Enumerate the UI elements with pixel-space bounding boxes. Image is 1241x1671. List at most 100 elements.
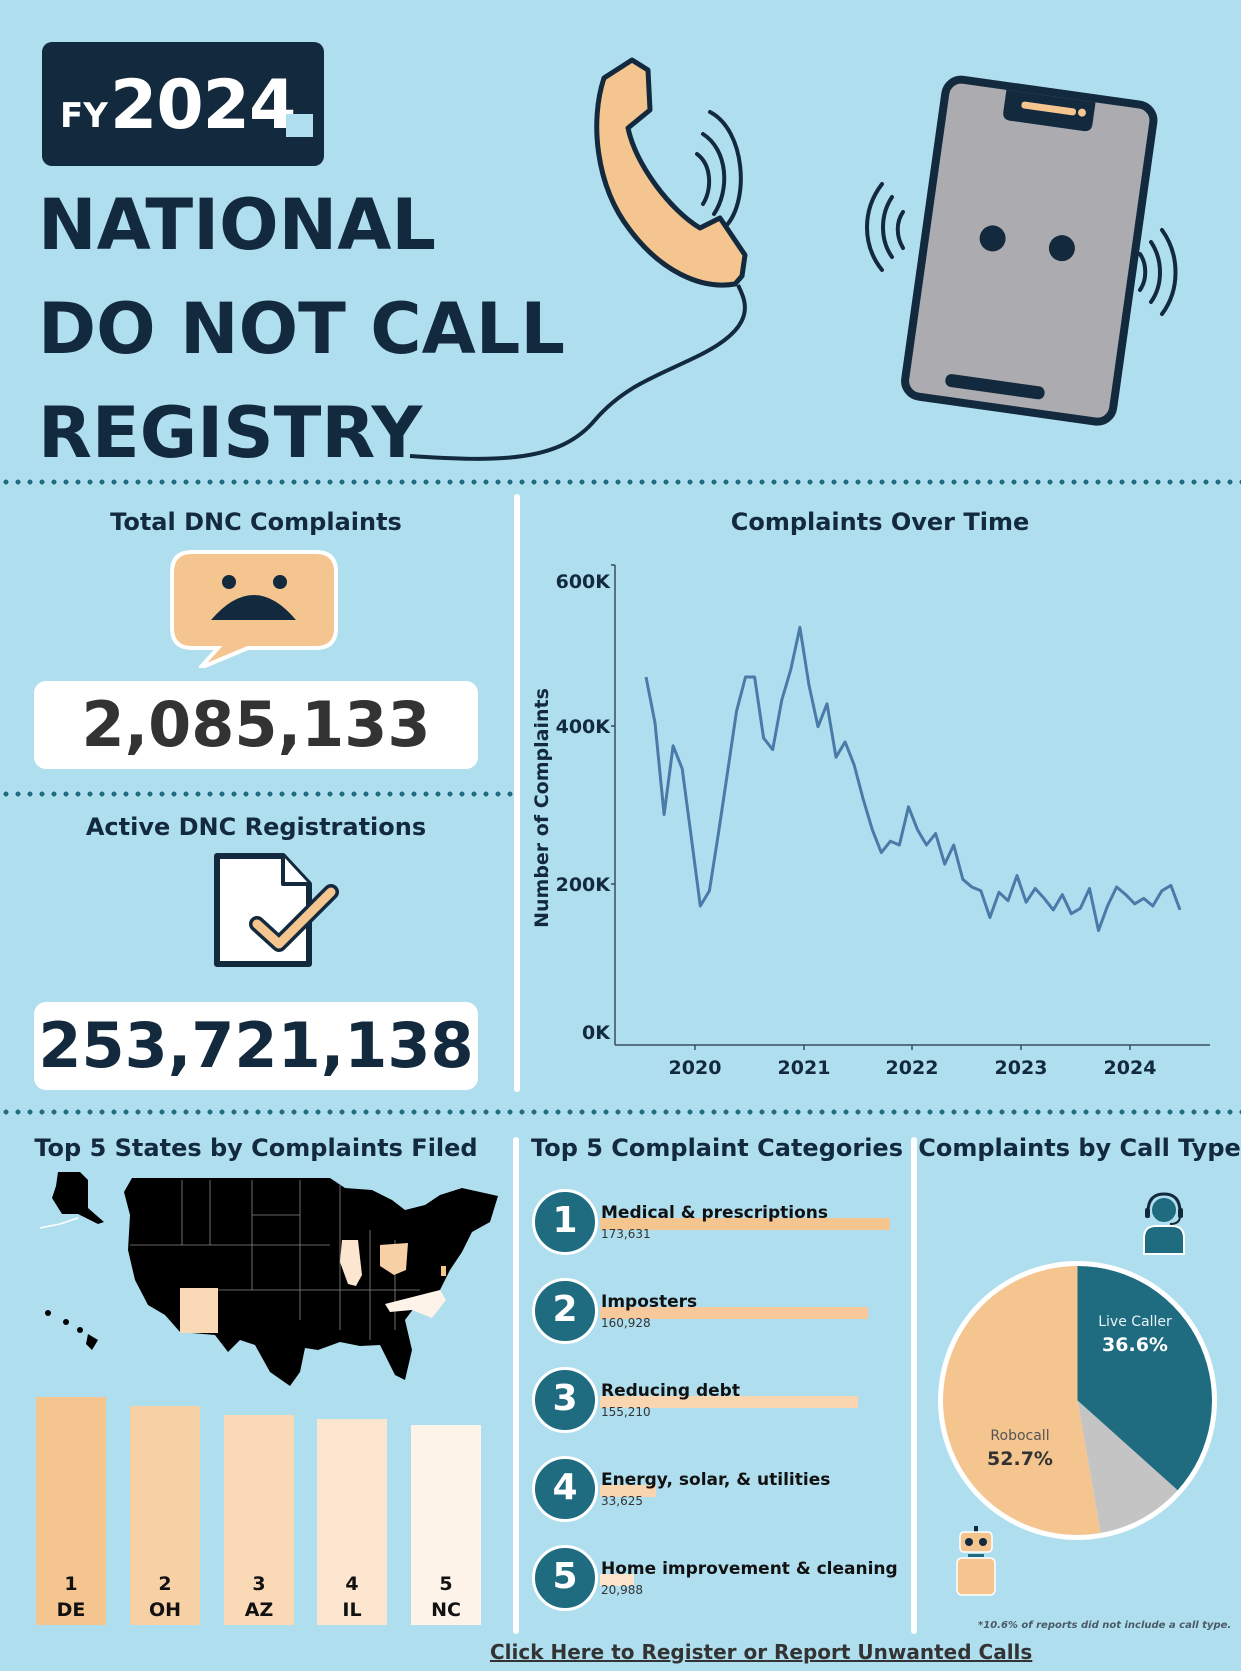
phone-cord-icon (409, 284, 747, 461)
page-title-line-3: REGISTRY (38, 392, 423, 474)
total-complaints-title: Total DNC Complaints (110, 508, 402, 536)
robocall-label: Robocall (990, 1428, 1050, 1444)
live-caller-label: Live Caller (1098, 1314, 1172, 1330)
category-bar (600, 1396, 858, 1408)
map-state-delaware (441, 1266, 446, 1276)
vertical-divider-bottom-left (513, 1137, 519, 1634)
category-bar (600, 1218, 890, 1230)
pie-slice-live-caller (1077, 1266, 1212, 1491)
pie-slice-robocall (943, 1266, 1101, 1535)
document-check-icon (214, 853, 339, 967)
badge-square-accent (286, 114, 313, 137)
category-item-2: 2 Imposters 160,928 (532, 1278, 892, 1348)
state-rank: 1 (64, 1573, 78, 1595)
rank-badge: 5 (532, 1545, 598, 1611)
y-axis: 600K 400K 200K 0K (556, 564, 616, 1045)
category-item-4: 4 Energy, solar, & utilities 33,625 (532, 1456, 892, 1526)
category-item-1: 1 Medical & prescriptions 173,631 (532, 1189, 892, 1259)
x-tick-2021: 2021 (778, 1057, 831, 1079)
register-report-link[interactable]: Click Here to Register or Report Unwante… (490, 1640, 1033, 1664)
map-state-ohio (380, 1243, 408, 1275)
map-state-illinois (340, 1240, 362, 1286)
complaints-over-time-chart: Number of Complaints 600K 400K 200K 0K 2… (531, 564, 1210, 1079)
fiscal-year-prefix: FY (60, 96, 108, 136)
state-bar-1: 1 DE (36, 1397, 106, 1625)
pie-slice-unspecified (1077, 1400, 1178, 1533)
category-name: Imposters (601, 1292, 698, 1312)
x-tick-2020: 2020 (669, 1057, 722, 1079)
active-registrations-value: 253,721,138 (34, 1002, 478, 1090)
y-tick-0k: 0K (582, 1022, 611, 1044)
complaints-series-line (644, 625, 1182, 932)
state-bar-3: 3 AZ (224, 1415, 294, 1625)
rank-badge: 1 (532, 1189, 598, 1255)
category-item-5: 5 Home improvement & cleaning 20,988 (532, 1545, 898, 1615)
y-axis-label: Number of Complaints (531, 688, 553, 928)
state-code: AZ (244, 1599, 274, 1621)
y-tick-200k: 200K (556, 874, 612, 896)
x-tick-2024: 2024 (1104, 1057, 1157, 1079)
section-divider-bottom (0, 1109, 1241, 1115)
state-code: OH (148, 1599, 182, 1621)
fiscal-year-badge (42, 42, 324, 166)
state-code: NC (431, 1599, 461, 1621)
top-states-bar-chart: 1 DE 2 OH 3 AZ 4 IL 5 NC (36, 1397, 482, 1625)
rank-badge: 2 (532, 1278, 598, 1344)
hero-illustration (409, 57, 1178, 461)
state-bar-2: 2 OH (130, 1406, 200, 1625)
x-tick-2022: 2022 (886, 1057, 939, 1079)
total-complaints-value: 2,085,133 (34, 681, 478, 769)
state-rank: 2 (158, 1573, 172, 1595)
call-type-footnote: *10.6% of reports did not include a call… (978, 1620, 1232, 1631)
telephone-handset-icon (594, 57, 748, 288)
state-code: IL (342, 1599, 362, 1621)
y-tick-400k: 400K (556, 716, 612, 738)
category-name: Medical & prescriptions (601, 1203, 828, 1223)
call-type-pie-chart (938, 1261, 1217, 1540)
vertical-divider-bottom-right (911, 1137, 917, 1634)
page-title-line-2: DO NOT CALL (38, 288, 565, 370)
category-name: Home improvement & cleaning (601, 1559, 898, 1579)
line-chart-title: Complaints Over Time (730, 508, 1030, 536)
us-states-map (39, 1172, 498, 1386)
category-value: 20,988 (601, 1583, 643, 1597)
sad-speech-bubble-icon (170, 550, 338, 668)
rank-badge: 4 (532, 1456, 598, 1522)
map-contiguous-us (124, 1178, 498, 1386)
state-rank: 4 (345, 1573, 359, 1595)
category-value: 173,631 (601, 1227, 651, 1241)
category-bar (600, 1485, 656, 1497)
category-name: Reducing debt (601, 1381, 740, 1401)
category-value: 155,210 (601, 1405, 651, 1419)
y-tick-600k: 600K (556, 571, 612, 593)
state-bar-4: 4 IL (317, 1419, 387, 1625)
page-title-line-1: NATIONAL (38, 184, 436, 266)
state-rank: 5 (439, 1573, 453, 1595)
robocall-percent: 52.7% (987, 1448, 1053, 1470)
category-bar (600, 1307, 868, 1319)
map-state-alaska (52, 1172, 104, 1224)
mobile-phone-icon (901, 75, 1158, 426)
vertical-divider-middle (514, 494, 520, 1092)
map-state-arizona (180, 1288, 218, 1333)
map-state-borders (130, 1180, 420, 1340)
x-tick-2023: 2023 (995, 1057, 1048, 1079)
active-registrations-title: Active DNC Registrations (85, 813, 427, 841)
call-type-title: Complaints by Call Type (918, 1134, 1241, 1162)
state-bar-5: 5 NC (411, 1425, 481, 1625)
top-categories-title: Top 5 Complaint Categories (531, 1134, 903, 1162)
vibration-waves-icon (865, 182, 1178, 316)
live-caller-headset-icon (1143, 1192, 1185, 1255)
category-item-3: 3 Reducing debt 155,210 (532, 1367, 892, 1437)
kpi-divider (0, 791, 514, 797)
rank-badge: 3 (532, 1367, 598, 1433)
map-state-hawaii (45, 1310, 51, 1316)
x-axis: 2020 2021 2022 2023 2024 (615, 1044, 1210, 1079)
fiscal-year: 2024 (110, 66, 296, 145)
state-rank: 3 (252, 1573, 266, 1595)
map-state-north-carolina (385, 1290, 446, 1318)
robot-icon (956, 1526, 996, 1596)
category-value: 33,625 (601, 1494, 643, 1508)
category-name: Energy, solar, & utilities (601, 1470, 831, 1490)
category-value: 160,928 (601, 1316, 651, 1330)
